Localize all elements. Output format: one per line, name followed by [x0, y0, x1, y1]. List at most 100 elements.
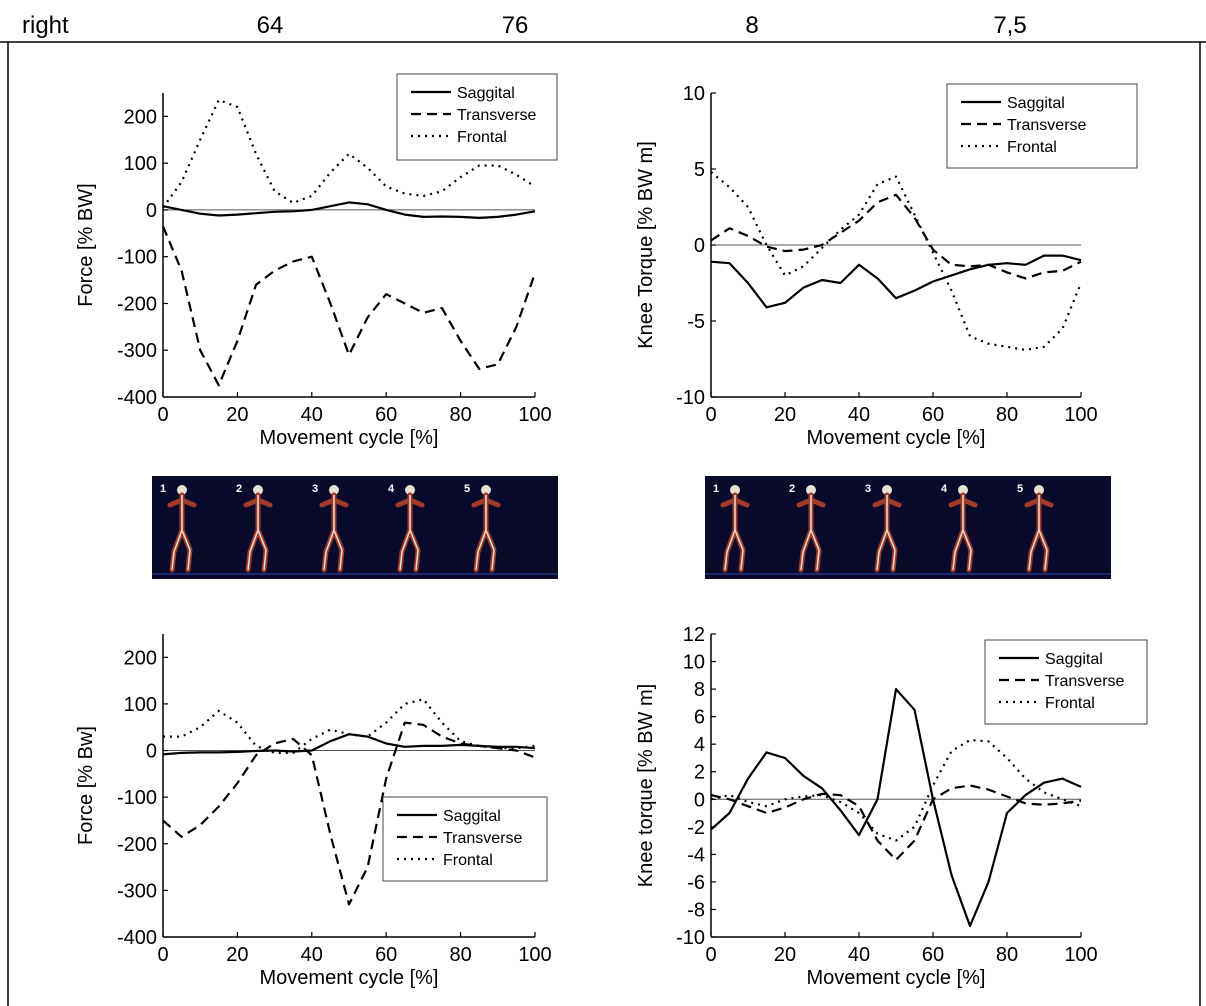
- y-tick-label: 10: [683, 83, 705, 105]
- y-tick-label: -2: [687, 817, 705, 839]
- figure-strips: 1 2 3 4 5 1 2 3 4 5: [152, 476, 1111, 579]
- x-tick-label: 40: [848, 944, 870, 966]
- x-tick-label: 80: [996, 404, 1018, 426]
- y-tick-label: 10: [683, 652, 705, 674]
- x-tick-label: 80: [996, 944, 1018, 966]
- skeleton-bones: [323, 495, 343, 571]
- legend-label: Frontal: [443, 852, 493, 869]
- y-tick-label: -200: [117, 834, 157, 856]
- figure-label: 2: [789, 483, 795, 495]
- y-tick-label: 0: [694, 235, 705, 257]
- series-line: [162, 98, 536, 209]
- x-tick-label: 40: [301, 404, 323, 426]
- x-axis-label: Movement cycle [%]: [807, 427, 986, 449]
- figure-image: [705, 476, 1111, 579]
- figure-label: 4: [941, 483, 948, 495]
- series-line: [710, 784, 1082, 861]
- x-tick-label: 60: [375, 404, 397, 426]
- header-cell: 76: [502, 12, 529, 39]
- legend-box: [984, 639, 1148, 725]
- figure-label: 1: [160, 483, 166, 495]
- y-tick-label: -5: [687, 311, 705, 333]
- y-tick-label: -300: [117, 880, 157, 902]
- skeleton-head: [1034, 485, 1044, 495]
- skeleton-head: [253, 485, 263, 495]
- legend-label: Frontal: [457, 129, 507, 146]
- y-tick-label: -4: [687, 844, 705, 866]
- y-tick-label: -400: [117, 387, 157, 409]
- x-tick-label: 0: [157, 404, 168, 426]
- legend-label: Transverse: [1007, 117, 1087, 134]
- x-tick-label: 100: [518, 944, 551, 966]
- y-tick-label: -10: [676, 387, 705, 409]
- skeleton-bones: [247, 495, 267, 571]
- y-tick-label: 200: [124, 106, 157, 128]
- series-line: [162, 733, 536, 756]
- y-tick-label: -100: [117, 247, 157, 269]
- legend-box: [396, 73, 558, 161]
- skeleton-head: [329, 485, 339, 495]
- y-tick-label: -10: [676, 927, 705, 949]
- x-tick-label: 100: [1064, 944, 1097, 966]
- y-tick-label: 0: [146, 741, 157, 763]
- x-tick-label: 0: [705, 944, 716, 966]
- x-tick-label: 60: [922, 404, 944, 426]
- figure-label: 5: [464, 483, 470, 495]
- skeleton-bones: [876, 495, 896, 571]
- x-tick-label: 60: [375, 944, 397, 966]
- x-tick-label: 20: [774, 404, 796, 426]
- series-line: [710, 688, 1082, 928]
- y-tick-label: 4: [694, 734, 705, 756]
- y-axis-label: Knee torque [% BW m]: [635, 684, 657, 887]
- y-axis-label: Force [% Bw]: [75, 726, 97, 845]
- series-line: [162, 201, 536, 219]
- y-axis-label: Force [% BW]: [75, 183, 97, 306]
- legend-label: Frontal: [1007, 139, 1057, 156]
- chart: -10 -8 -6 -4 -2 0 2 4 6 8 10 12 0 20 40 60 80 100 Movement…: [635, 624, 1148, 989]
- skeleton-head: [958, 485, 968, 495]
- x-axis-label: Movement cycle [%]: [260, 427, 439, 449]
- chart: -400 -300 -200 -100 0 100 200 0 20 40 60 80 100 Movem…: [75, 73, 558, 449]
- y-tick-label: -400: [117, 927, 157, 949]
- y-tick-label: 0: [694, 789, 705, 811]
- skeleton-bones: [475, 495, 495, 571]
- y-tick-label: 2: [694, 762, 705, 784]
- y-tick-label: -300: [117, 340, 157, 362]
- x-tick-label: 20: [774, 944, 796, 966]
- x-tick-label: 40: [301, 944, 323, 966]
- legend-label: Saggital: [1007, 95, 1065, 112]
- skeleton-bones: [171, 495, 191, 571]
- y-tick-label: -200: [117, 293, 157, 315]
- x-tick-label: 20: [226, 404, 248, 426]
- series-line: [163, 698, 536, 754]
- x-tick-label: 40: [848, 404, 870, 426]
- series-line: [710, 254, 1082, 309]
- y-tick-label: 100: [124, 153, 157, 175]
- skeleton-head: [806, 485, 816, 495]
- x-tick-label: 80: [449, 944, 471, 966]
- chart: -400 -300 -200 -100 0 100 200 0 20 40 60 80 100 Movem…: [75, 634, 552, 989]
- y-tick-label: 12: [683, 624, 705, 646]
- figure-label: 1: [713, 483, 719, 495]
- y-axis-label: Knee Torque [% BW m]: [635, 141, 657, 349]
- skeleton-head: [882, 485, 892, 495]
- series-line: [710, 193, 1082, 280]
- x-tick-label: 80: [449, 404, 471, 426]
- header-cell: 8: [745, 12, 758, 39]
- y-tick-label: -6: [687, 872, 705, 894]
- x-tick-label: 60: [922, 944, 944, 966]
- legend-box: [946, 83, 1138, 169]
- skeleton-bones: [800, 495, 820, 571]
- y-tick-label: 5: [694, 159, 705, 181]
- y-tick-label: 6: [694, 707, 705, 729]
- y-tick-label: 100: [124, 694, 157, 716]
- header-cell: 7,5: [993, 12, 1026, 39]
- y-tick-label: -100: [117, 787, 157, 809]
- figure-label: 2: [236, 483, 242, 495]
- figure-label: 3: [865, 483, 871, 495]
- y-tick-label: -8: [687, 899, 705, 921]
- y-tick-label: 200: [124, 647, 157, 669]
- figure-label: 5: [1017, 483, 1023, 495]
- skeleton-head: [730, 485, 740, 495]
- skeleton-head: [481, 485, 491, 495]
